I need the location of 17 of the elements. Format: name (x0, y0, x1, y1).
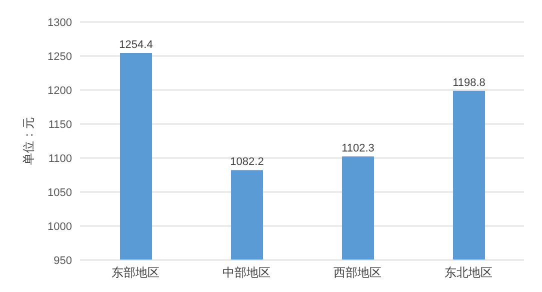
x-tick-label: 东北地区 (444, 266, 492, 280)
y-tick-label: 1250 (48, 50, 72, 63)
y-tick-label: 1000 (48, 220, 72, 233)
y-tick-label: 1100 (48, 152, 72, 165)
data-label: 1102.3 (342, 142, 374, 154)
data-label: 1082.2 (230, 156, 264, 168)
y-tick-label: 1300 (48, 16, 72, 29)
y-tick-label: 1150 (48, 118, 72, 131)
y-axis-title: 单位：元 (21, 117, 36, 165)
x-tick-label: 西部地区 (334, 266, 382, 280)
x-tick-label: 中部地区 (222, 266, 270, 280)
y-tick-label: 950 (54, 254, 72, 267)
data-label: 1198.8 (452, 76, 486, 89)
data-label: 1254.4 (119, 39, 153, 52)
y-tick-label: 1050 (48, 186, 72, 199)
x-tick-label: 东部地区 (112, 266, 160, 280)
y-tick-label: 1200 (48, 84, 72, 97)
